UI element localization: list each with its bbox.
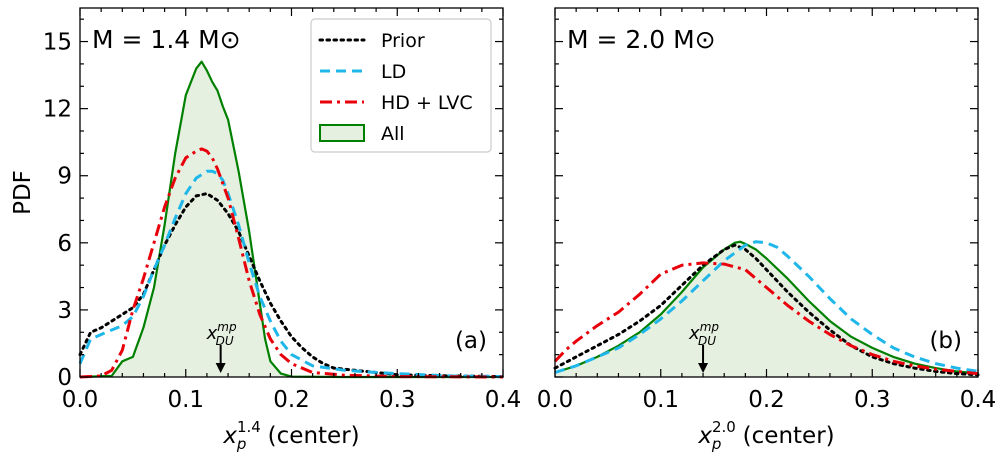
y-tick-label: 0 bbox=[57, 365, 72, 391]
panel-b: 0.0 0.1 0.2 0.3 0.4x2.0 p (center)M = 2.0 M⊙(… bbox=[537, 7, 997, 452]
x-tick-label: 0.1 bbox=[642, 387, 679, 413]
marker-arrow-head bbox=[215, 363, 226, 373]
x-tick-label: 0.4 bbox=[960, 387, 997, 413]
x-axis-label-symbol: x bbox=[222, 423, 237, 449]
legend-label: Prior bbox=[381, 30, 425, 52]
x-tick-label: 0.4 bbox=[485, 387, 522, 413]
series-hd-lvc-line bbox=[79, 147, 504, 379]
legend: Prior LD HD + LVC All bbox=[310, 18, 492, 153]
series-all-area bbox=[80, 61, 503, 377]
y-tick-label: 12 bbox=[43, 97, 72, 123]
marker-label-superscript: mp bbox=[700, 320, 720, 334]
mass-annotation: M = 1.4 M⊙ bbox=[92, 25, 241, 54]
y-tick-label: 6 bbox=[57, 231, 72, 257]
legend-frame bbox=[310, 18, 492, 153]
x-axis-label-suffix: (center) bbox=[735, 423, 834, 449]
y-tick-label: 3 bbox=[57, 298, 72, 324]
x-tick-label: 0.0 bbox=[537, 387, 574, 413]
x-tick-label: 0.1 bbox=[167, 387, 204, 413]
panel-label: (b) bbox=[929, 328, 962, 354]
legend-label: HD + LVC bbox=[381, 92, 473, 114]
legend-label: All bbox=[381, 123, 405, 145]
legend-swatch-all bbox=[319, 124, 365, 142]
marker-label-symbol: x bbox=[206, 323, 218, 344]
x-tick-label: 0.3 bbox=[379, 387, 416, 413]
x-axis-label: x1.4 p (center) bbox=[222, 418, 359, 452]
series-all-line bbox=[79, 60, 503, 379]
x-axis-label-superscript: 2.0 bbox=[712, 418, 736, 436]
x-axis-label-symbol: x bbox=[697, 423, 712, 449]
x-tick-label: 0.3 bbox=[854, 387, 891, 413]
x-tick-label: 0.2 bbox=[748, 387, 785, 413]
x-tick-label: 0.2 bbox=[273, 387, 310, 413]
x-axis-label: x2.0 p (center) bbox=[697, 418, 834, 452]
panel-label: (a) bbox=[455, 328, 487, 354]
marker-label-superscript: mp bbox=[217, 320, 237, 334]
x-axis-label-superscript: 1.4 bbox=[237, 418, 261, 436]
x-axis-label-subscript: p bbox=[711, 435, 722, 452]
marker-label: xmp DU bbox=[688, 320, 719, 348]
series-ld-line bbox=[554, 240, 979, 374]
marker-label: xmp DU bbox=[206, 320, 237, 348]
marker-arrow-head bbox=[698, 363, 709, 373]
y-axis-label: PDF bbox=[10, 170, 36, 215]
series-prior-line bbox=[553, 243, 980, 377]
series-all-area bbox=[555, 241, 978, 377]
series-ld-line bbox=[78, 169, 504, 379]
marker-label-symbol: x bbox=[688, 323, 700, 344]
x-axis-label-suffix: (center) bbox=[260, 423, 359, 449]
marker-label-subscript: DU bbox=[216, 334, 234, 348]
series-all-line bbox=[554, 240, 979, 375]
series-prior-line bbox=[78, 192, 505, 379]
y-tick-label: 15 bbox=[43, 30, 72, 56]
x-tick-label: 0.0 bbox=[62, 387, 99, 413]
marker-label-subscript: DU bbox=[698, 334, 716, 348]
x-axis-label-subscript: p bbox=[236, 435, 247, 452]
series-hd-lvc-line bbox=[553, 261, 979, 376]
legend-label: LD bbox=[381, 61, 406, 83]
mass-annotation: M = 2.0 M⊙ bbox=[567, 25, 716, 54]
y-tick-label: 9 bbox=[57, 164, 72, 190]
